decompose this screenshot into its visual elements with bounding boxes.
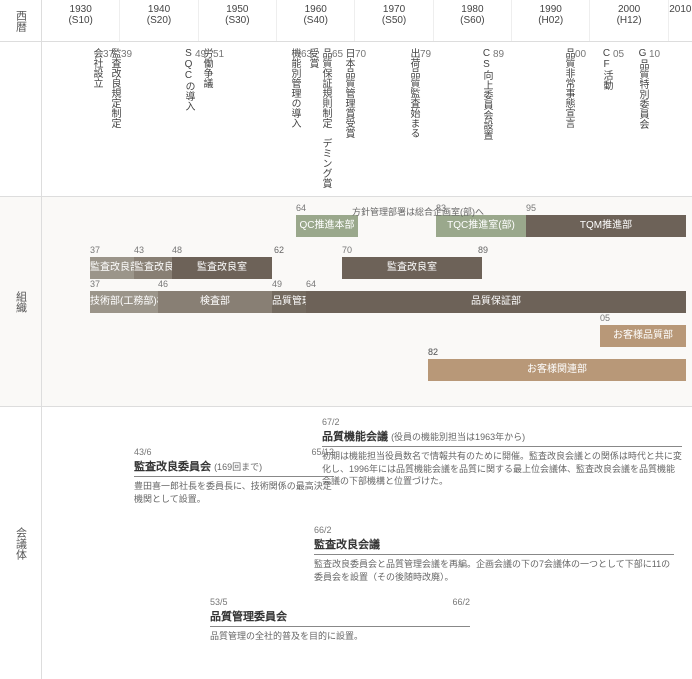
org-note: 62 — [274, 245, 284, 255]
org-bar: お客様関連部 — [428, 359, 686, 381]
decade-cell: 1970(S50) — [355, 0, 433, 41]
era-label: 西暦 — [0, 0, 42, 41]
decade-cell: 2010 — [669, 0, 692, 41]
org-label: 組織 — [0, 197, 42, 406]
org-bar: 技術部(工務部)検査課 — [90, 291, 158, 313]
meeting-block: 67/2品質機能会議 (役員の機能別担当は1963年から)初期は機能担当役員数名… — [322, 417, 682, 488]
timeline-chart: 西暦 1930(S10)1940(S20)1950(S30)1960(S40)1… — [0, 0, 692, 679]
event-item: 70日本品質管理賞受賞 — [342, 48, 366, 138]
bar-year: 70 — [342, 245, 352, 255]
org-area: 64QC推進本部83TQC推進室(部)95TQM推進部37監査改良部(課)43監… — [42, 197, 692, 406]
decades-header: 1930(S10)1940(S20)1950(S30)1960(S40)1970… — [42, 0, 692, 41]
org-note: 方針管理部署は総合企画室(部)へ — [352, 205, 484, 218]
decade-cell: 1960(S40) — [277, 0, 355, 41]
meeting-block: 53/566/2品質管理委員会 品質管理の全社的普及を目的に設置。 — [210, 597, 470, 643]
org-bar: 品質保証部 — [306, 291, 686, 313]
decade-cell: 1950(S30) — [199, 0, 277, 41]
event-item: 51労働争議 — [200, 48, 224, 88]
event-item: 00品質非常事態宣言 — [562, 48, 586, 128]
events-area: 37会社設立39監査改良規定制定49SQCの導入51労働争議63機能別管理の導入… — [42, 42, 692, 196]
event-item: 10G品質特別委員会 — [636, 48, 660, 129]
event-item: 89CS向上委員会設置 — [480, 48, 504, 140]
bar-year: 37 — [90, 279, 100, 289]
org-bar: TQC推進室(部) — [436, 215, 526, 237]
bar-year: 48 — [172, 245, 182, 255]
org-bar: 監査改良委員会 — [134, 257, 172, 279]
bar-year: 64 — [306, 279, 316, 289]
event-item: 65品質保証規則制定 デミング賞受賞 — [306, 48, 343, 196]
org-bar: QC推進本部 — [296, 215, 358, 237]
meeting-block: 43/665/12監査改良委員会 (169回まで)豊田喜一郎社長を委員長に、技術… — [134, 447, 334, 505]
decade-cell: 2000(H12) — [590, 0, 668, 41]
event-item: 39監査改良規定制定 — [108, 48, 132, 128]
events-row: 37会社設立39監査改良規定制定49SQCの導入51労働争議63機能別管理の導入… — [0, 42, 692, 197]
bar-year: 43 — [134, 245, 144, 255]
meetings-label: 会議体 — [0, 407, 42, 679]
meetings-area: 43/665/12監査改良委員会 (169回まで)豊田喜一郎社長を委員長に、技術… — [42, 407, 692, 679]
org-bar: 監査改良部(課) — [90, 257, 134, 279]
event-item: 05CF活動 — [600, 48, 624, 90]
org-bar: TQM推進部 — [526, 215, 686, 237]
decade-cell: 1990(H02) — [512, 0, 590, 41]
org-note: 82 — [428, 347, 438, 357]
decade-cell: 1980(S60) — [434, 0, 512, 41]
header-row: 西暦 1930(S10)1940(S20)1950(S30)1960(S40)1… — [0, 0, 692, 42]
bar-year: 46 — [158, 279, 168, 289]
meetings-row: 会議体 43/665/12監査改良委員会 (169回まで)豊田喜一郎社長を委員長… — [0, 407, 692, 679]
bar-year: 37 — [90, 245, 100, 255]
event-item: 79出荷品質監査始まる — [407, 48, 431, 138]
bar-year: 64 — [296, 203, 306, 213]
org-note: 89 — [478, 245, 488, 255]
bar-year: 95 — [526, 203, 536, 213]
bar-year: 05 — [600, 313, 610, 323]
bar-year: 49 — [272, 279, 282, 289]
events-spacer — [0, 42, 42, 196]
meeting-block: 66/2監査改良会議 監査改良委員会と品質管理会議を再編。企画会議の下の7会議体… — [314, 525, 674, 583]
org-bar: 品質管理部 — [272, 291, 306, 313]
org-bar: 監査改良室 — [172, 257, 272, 279]
org-bar: 検査部 — [158, 291, 272, 313]
org-bar: お客様品質部 — [600, 325, 686, 347]
decade-cell: 1930(S10) — [42, 0, 120, 41]
decade-cell: 1940(S20) — [120, 0, 198, 41]
org-bar: 監査改良室 — [342, 257, 482, 279]
org-row: 組織 64QC推進本部83TQC推進室(部)95TQM推進部37監査改良部(課)… — [0, 197, 692, 407]
